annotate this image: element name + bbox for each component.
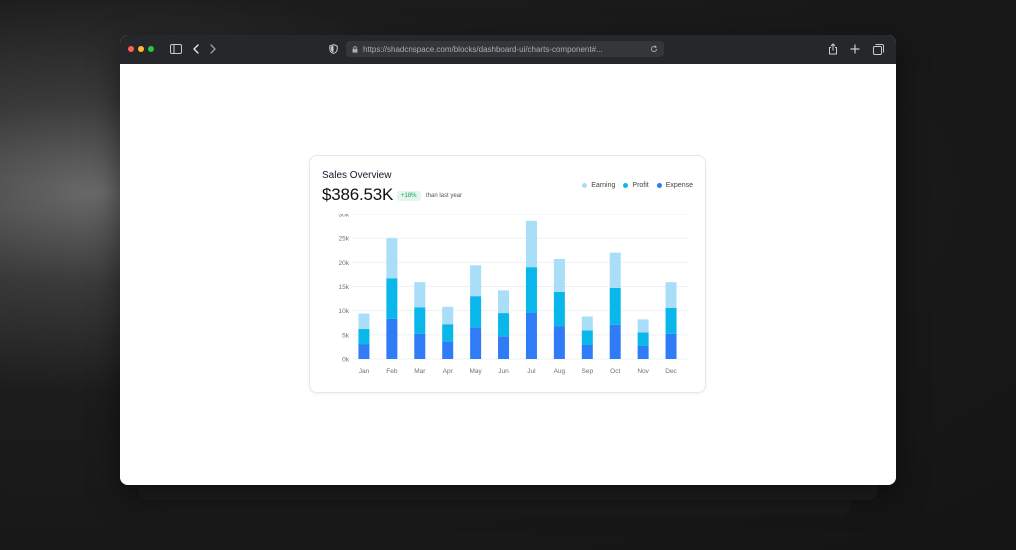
bar-earning-apr[interactable] [442,306,454,325]
bar-earning-oct[interactable] [609,252,621,288]
x-tick-label: Oct [610,368,620,375]
browser-window: https://shadcnspace.com/blocks/dashboard… [120,35,896,485]
legend-item-earning[interactable]: Earning [582,182,615,189]
legend-label-profit: Profit [632,182,649,189]
x-tick-label: Jan [359,368,370,375]
x-tick-label: May [469,368,482,375]
bar-expense-jul[interactable] [525,312,537,359]
share-icon[interactable] [826,42,840,56]
page-content: Sales Overview $386.53K +18% than last y… [120,64,896,485]
y-tick-label: 25k [339,236,350,243]
sidebar-toggle-icon[interactable] [169,42,183,56]
new-tab-icon[interactable] [848,42,862,56]
bar-expense-jan[interactable] [358,344,370,360]
url-text: https://shadcnspace.com/blocks/dashboard… [363,44,603,54]
close-dot[interactable] [128,46,134,52]
bar-profit-oct[interactable] [609,287,621,325]
growth-badge-caption: than last year [426,193,463,199]
bar-earning-mar[interactable] [414,282,426,308]
sales-overview-card: Sales Overview $386.53K +18% than last y… [309,155,706,393]
window-controls [128,46,154,52]
bar-profit-nov[interactable] [637,332,649,346]
bar-profit-apr[interactable] [442,324,454,342]
bar-earning-nov[interactable] [637,319,649,333]
bar-earning-sep[interactable] [581,316,593,331]
address-bar[interactable]: https://shadcnspace.com/blocks/dashboard… [346,41,664,57]
sales-amount: $386.53K [322,185,394,204]
bar-expense-mar[interactable] [414,333,426,359]
x-tick-label: Mar [414,368,426,375]
card-title: Sales Overview [322,170,392,181]
x-tick-label: Nov [637,368,649,375]
bar-earning-may[interactable] [470,265,482,297]
bar-earning-dec[interactable] [665,282,677,308]
sales-bar-chart: 0k 5k 10k 15k 20k 25k 30k Jan Feb Mar Apr May Jun Jul… [339,214,688,375]
bar-expense-oct[interactable] [609,324,621,359]
bar-earning-aug[interactable] [553,258,565,292]
minimize-dot[interactable] [138,46,144,52]
bar-expense-apr[interactable] [442,341,454,359]
bar-profit-jun[interactable] [498,313,510,337]
bar-earning-jun[interactable] [498,290,510,314]
bar-earning-jan[interactable] [358,313,370,330]
x-tick-label: Jul [527,368,536,375]
legend-label-earning: Earning [591,182,616,189]
bar-expense-feb[interactable] [386,318,398,359]
chart-legend: Earning Profit Expense [582,182,693,189]
forward-icon[interactable] [206,42,220,56]
back-icon[interactable] [189,42,203,56]
legend-item-expense[interactable]: Expense [656,182,693,189]
reload-icon[interactable] [650,40,658,58]
bar-profit-feb[interactable] [386,278,398,319]
maximize-dot[interactable] [148,46,154,52]
bar-profit-may[interactable] [470,296,482,328]
y-tick-label: 10k [339,308,350,315]
legend-label-expense: Expense [665,182,693,189]
y-tick-label: 15k [339,284,350,291]
bar-profit-mar[interactable] [414,307,426,334]
bar-expense-sep[interactable] [581,344,593,359]
shield-icon[interactable] [326,42,340,56]
bar-profit-jul[interactable] [525,267,537,313]
x-tick-label: Dec [665,368,677,375]
tab-overview-icon[interactable] [871,42,885,56]
x-tick-label: Apr [443,368,454,375]
bar-earning-feb[interactable] [386,238,398,279]
growth-badge: +18% [397,191,421,201]
legend-dot-profit [623,183,629,188]
x-tick-label: Feb [386,368,398,375]
legend-dot-expense [656,183,662,188]
bar-profit-jan[interactable] [358,329,370,345]
bar-profit-aug[interactable] [553,291,565,327]
bar-profit-sep[interactable] [581,330,593,345]
lock-icon [352,40,358,58]
x-tick-label: Sep [582,368,594,375]
browser-titlebar: https://shadcnspace.com/blocks/dashboard… [120,35,896,64]
legend-dot-earning [582,183,588,188]
bar-earning-jul[interactable] [525,220,537,268]
bar-expense-jun[interactable] [498,336,510,359]
x-tick-label: Aug [554,368,566,375]
bar-profit-dec[interactable] [665,307,677,334]
y-tick-label: 0k [342,357,350,364]
bar-expense-may[interactable] [470,327,482,359]
bar-expense-nov[interactable] [637,345,649,359]
y-tick-label: 5k [342,332,350,339]
bar-expense-dec[interactable] [665,333,677,359]
legend-item-profit[interactable]: Profit [623,182,649,189]
y-tick-label: 20k [339,260,350,267]
y-tick-label: 30k [339,214,350,219]
x-tick-label: Jun [498,368,509,375]
bar-expense-aug[interactable] [553,326,565,359]
